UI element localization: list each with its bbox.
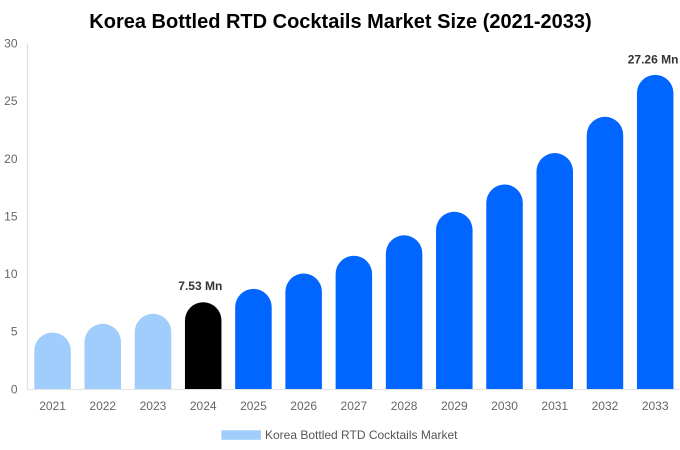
svg-text:5: 5	[11, 325, 18, 339]
svg-text:20: 20	[4, 152, 18, 166]
svg-text:10: 10	[4, 267, 18, 281]
svg-text:2030: 2030	[491, 399, 518, 413]
svg-text:2027: 2027	[341, 399, 368, 413]
svg-text:2026: 2026	[290, 399, 317, 413]
svg-text:2033: 2033	[642, 399, 669, 413]
svg-text:2029: 2029	[441, 399, 468, 413]
svg-text:2023: 2023	[140, 399, 167, 413]
svg-text:0: 0	[11, 382, 18, 396]
svg-text:2021: 2021	[39, 399, 66, 413]
svg-text:30: 30	[4, 37, 18, 51]
svg-text:2024: 2024	[190, 399, 217, 413]
svg-text:2032: 2032	[592, 399, 619, 413]
svg-text:Korea Bottled RTD Cocktails Ma: Korea Bottled RTD Cocktails Market	[265, 428, 458, 442]
svg-text:2031: 2031	[541, 399, 568, 413]
svg-text:Korea Bottled RTD Cocktails Ma: Korea Bottled RTD Cocktails Market Size …	[89, 11, 591, 33]
svg-text:2025: 2025	[240, 399, 267, 413]
svg-text:25: 25	[4, 94, 18, 108]
svg-text:7.53 Mn: 7.53 Mn	[178, 279, 222, 293]
svg-text:2022: 2022	[89, 399, 116, 413]
svg-text:27.26 Mn: 27.26 Mn	[628, 53, 679, 67]
svg-text:15: 15	[4, 209, 18, 223]
svg-text:2028: 2028	[391, 399, 418, 413]
